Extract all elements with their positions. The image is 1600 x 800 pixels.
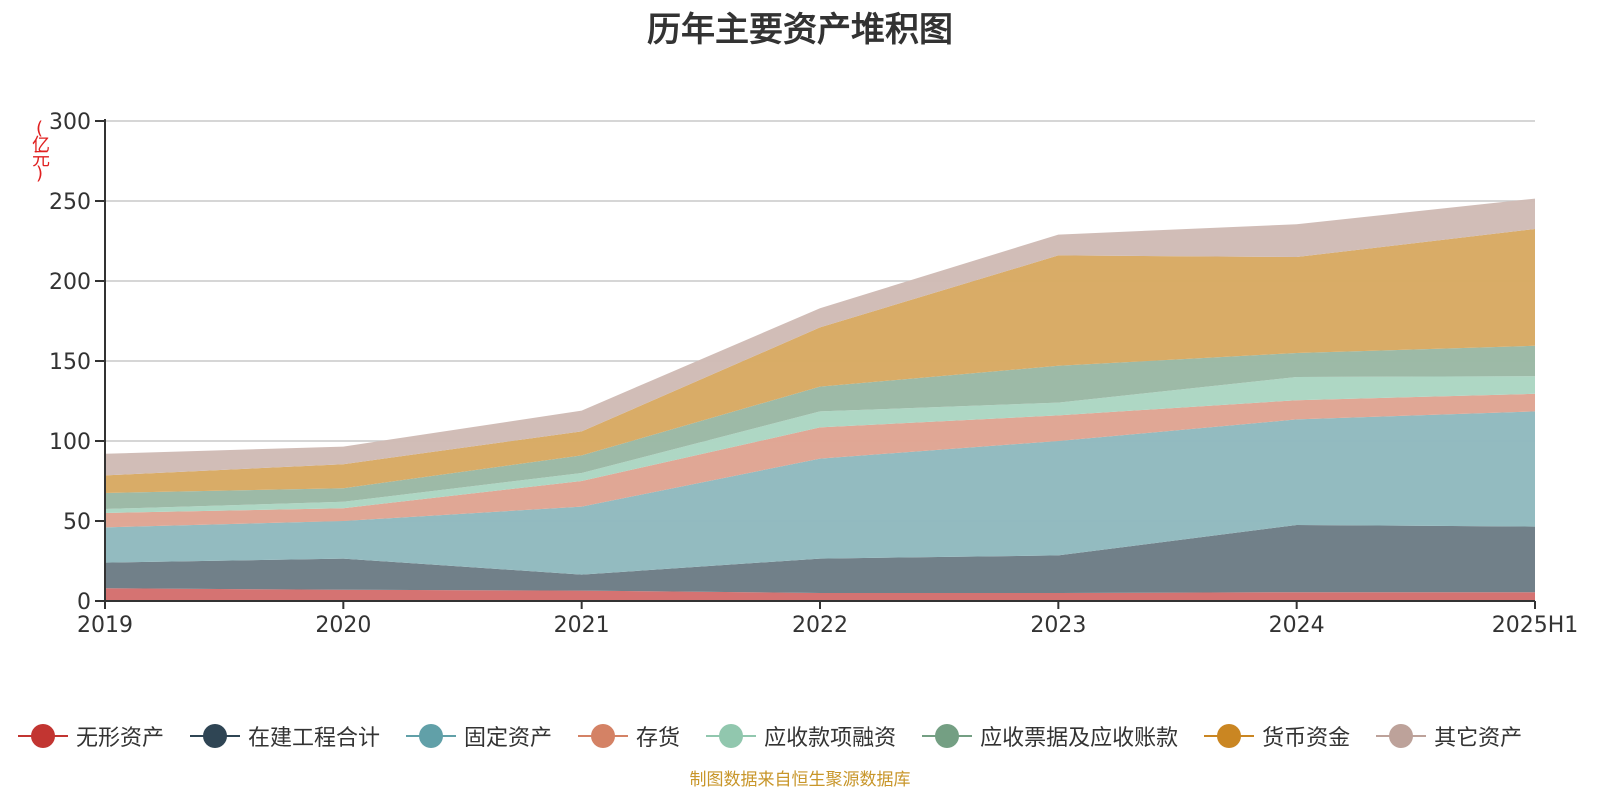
legend-label: 货币资金 <box>1262 726 1351 751</box>
legend-marker-icon <box>18 722 68 750</box>
legend-marker-icon <box>706 722 757 750</box>
legend-item-2[interactable]: 固定资产 <box>406 720 552 752</box>
legend-label: 在建工程合计 <box>248 726 381 751</box>
area-series-group <box>105 198 1535 601</box>
legend: 无形资产 在建工程合计 固定资产 存货 应收款项融资 应收票据及应收账款 货币资金 其它资产 <box>18 718 1548 754</box>
area-series-5 <box>105 345 1535 509</box>
legend-item-6[interactable]: 货币资金 <box>1204 720 1350 752</box>
area-series-3 <box>105 393 1535 528</box>
x-tick-label-0: 2019 <box>77 613 133 638</box>
y-tick-label-100: 100 <box>49 430 91 455</box>
area-series-7 <box>105 198 1535 476</box>
legend-item-3[interactable]: 存货 <box>578 720 680 752</box>
legend-item-7[interactable]: 其它资产 <box>1376 720 1522 752</box>
data-source-note: 制图数据来自恒生聚源数据库 <box>689 770 911 790</box>
legend-marker-icon <box>406 722 457 750</box>
area-series-4 <box>105 376 1535 513</box>
area-series-6 <box>105 229 1535 493</box>
legend-marker-icon <box>1204 722 1255 750</box>
x-tick-label-2: 2021 <box>554 613 610 638</box>
x-tick-label-3: 2022 <box>792 613 848 638</box>
tick-labels: 0 50 100 150 200 250 300 2019 2020 2021 2022 2023 20… <box>49 110 1578 638</box>
y-axis-unit-label: (亿元) <box>29 118 50 180</box>
x-tick-label-1: 2020 <box>315 613 371 638</box>
y-tick-label-300: 300 <box>49 110 91 135</box>
y-tick-label-200: 200 <box>49 270 91 295</box>
legend-label: 应收票据及应收账款 <box>980 726 1179 751</box>
area-series-1 <box>105 525 1535 593</box>
legend-label: 无形资产 <box>76 726 165 751</box>
y-tick-label-50: 50 <box>63 510 91 535</box>
legend-label: 存货 <box>636 726 681 751</box>
legend-marker-icon <box>922 722 973 750</box>
legend-item-0[interactable]: 无形资产 <box>18 720 164 752</box>
legend-label: 固定资产 <box>464 726 553 751</box>
x-tick-label-4: 2023 <box>1030 613 1086 638</box>
x-tick-label-6: 2025H1 <box>1492 613 1579 638</box>
legend-item-1[interactable]: 在建工程合计 <box>190 720 380 752</box>
x-tick-label-5: 2024 <box>1269 613 1325 638</box>
legend-item-4[interactable]: 应收款项融资 <box>706 720 896 752</box>
axes <box>95 119 1536 609</box>
legend-marker-icon <box>1376 722 1427 750</box>
legend-label: 其它资产 <box>1434 726 1523 751</box>
legend-label: 应收款项融资 <box>764 726 897 751</box>
legend-marker-icon <box>578 722 629 750</box>
area-series-0 <box>105 588 1535 601</box>
y-tick-label-250: 250 <box>49 190 91 215</box>
stacked-area-chart: 0 50 100 150 200 250 300 2019 2020 2021 2022 2023 20… <box>49 110 1578 638</box>
legend-item-5[interactable]: 应收票据及应收账款 <box>922 720 1178 752</box>
legend-marker-icon <box>190 722 241 750</box>
y-tick-label-150: 150 <box>49 350 91 375</box>
y-tick-label-0: 0 <box>77 590 91 615</box>
area-series-2 <box>105 411 1535 575</box>
chart-title: 历年主要资产堆积图 <box>647 10 953 50</box>
